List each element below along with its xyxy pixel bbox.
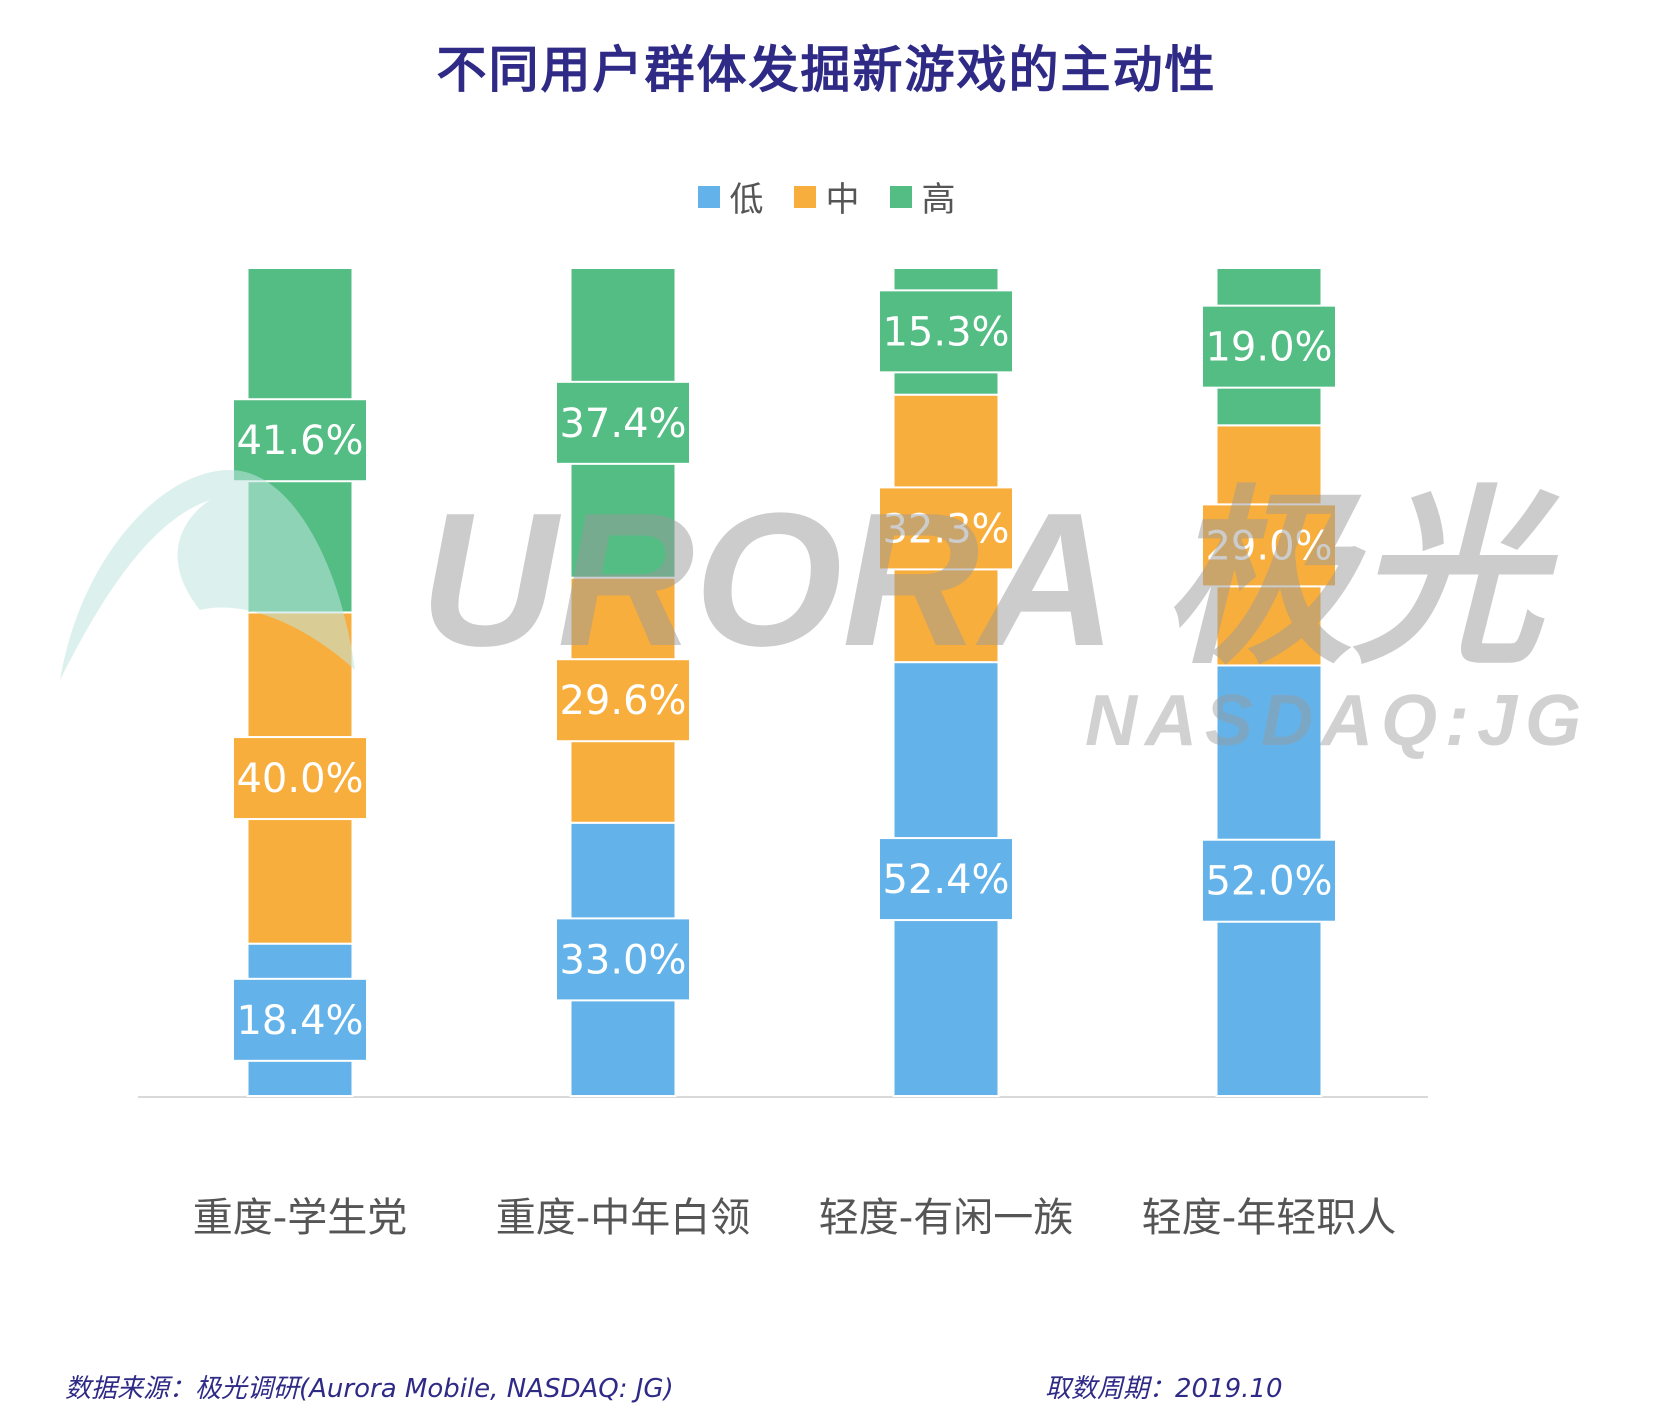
category-label-3: 轻度-有闲一族 [818,1195,1074,1241]
legend-label-low: 低 [729,180,764,220]
data-label-mid-3: 32.3% [882,506,1009,552]
legend-item-mid: 中 [793,172,860,221]
data-label-high-2: 37.4% [559,401,686,447]
category-label-2: 重度-中年白领 [495,1195,751,1241]
data-label-high-3: 15.3% [882,309,1009,355]
data-label-low-3: 52.4% [882,857,1009,903]
legend-label-mid: 中 [825,180,860,220]
data-source-note: 数据来源：极光调研(Aurora Mobile, NASDAQ: JG) [65,1374,674,1404]
data-label-box-low-3 [878,837,1014,922]
data-label-box-mid-3 [878,486,1014,571]
data-label-low-4: 52.0% [1205,859,1332,905]
data-period-note: 取数周期：2019.10 [1045,1374,1283,1404]
category-label-4: 轻度-年轻职人 [1141,1195,1397,1241]
data-label-box-mid-2 [555,658,691,743]
data-label-box-high-1 [232,398,368,483]
data-label-box-low-4 [1201,838,1337,923]
legend: 低 中 高 [0,172,1653,221]
data-label-low-2: 33.0% [559,937,686,983]
legend-label-high: 高 [921,180,956,220]
data-label-low-1: 18.4% [236,998,363,1044]
data-label-box-mid-4 [1201,503,1337,588]
data-label-box-low-1 [232,977,368,1062]
legend-swatch-mid [793,185,816,208]
legend-swatch-low [697,185,720,208]
data-label-mid-1: 40.0% [236,756,363,802]
category-label-1: 重度-学生党 [192,1195,408,1241]
data-label-mid-4: 29.0% [1205,523,1332,569]
data-label-box-high-3 [878,289,1014,374]
data-label-box-high-2 [555,380,691,465]
data-label-box-high-4 [1201,304,1337,389]
data-label-box-low-2 [555,917,691,1002]
chart-title: 不同用户群体发掘新游戏的主动性 [436,41,1217,99]
legend-swatch-high [889,185,912,208]
legend-item-high: 高 [889,172,956,221]
data-label-high-4: 19.0% [1205,325,1332,371]
legend-item-low: 低 [697,172,764,221]
data-label-box-mid-1 [232,736,368,821]
data-label-high-1: 41.6% [236,418,363,464]
data-label-mid-2: 29.6% [559,678,686,724]
